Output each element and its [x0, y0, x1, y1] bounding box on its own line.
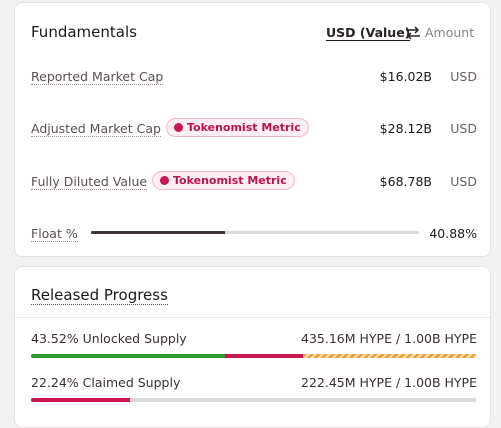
- card-title: Fundamentals: [31, 23, 137, 41]
- tokenomist-badge: Tokenomist Metric: [166, 118, 309, 137]
- toggle-inactive[interactable]: Amount: [425, 25, 475, 40]
- row-unit: USD: [450, 121, 477, 136]
- row-unit: USD: [450, 69, 477, 84]
- progress-label: 43.52% Unlocked Supply: [31, 331, 187, 346]
- divider: [15, 317, 490, 318]
- progress-segment: [224, 354, 303, 358]
- row-label: Reported Market Cap: [31, 69, 164, 85]
- row-unit: USD: [450, 174, 477, 189]
- row-value: $16.02B: [379, 69, 432, 84]
- float-track: [91, 231, 419, 234]
- progress-label: 22.24% Claimed Supply: [31, 375, 181, 390]
- fundamentals-card: Fundamentals USD (Value) Amount Reported…: [14, 2, 491, 257]
- row-value: $28.12B: [379, 121, 432, 136]
- released-progress-card: Released Progress 43.52% Unlocked Supply…: [14, 266, 491, 428]
- float-fill: [91, 231, 226, 234]
- swap-icon[interactable]: [405, 26, 421, 40]
- tokenomist-badge: Tokenomist Metric: [152, 171, 295, 190]
- row-label: Adjusted Market Cap: [31, 121, 161, 137]
- card-title: Released Progress: [31, 286, 168, 305]
- float-value: 40.88%: [429, 226, 477, 241]
- toggle-active[interactable]: USD (Value): [326, 25, 411, 41]
- progress-track: [31, 398, 476, 402]
- float-label: Float %: [31, 226, 78, 242]
- progress-amount: 435.16M HYPE / 1.00B HYPE: [301, 331, 477, 346]
- progress-segment: [31, 354, 225, 358]
- row-label: Fully Diluted Value: [31, 174, 148, 190]
- progress-segment: [31, 398, 130, 402]
- progress-track: [31, 354, 476, 358]
- row-value: $68.78B: [379, 174, 432, 189]
- progress-amount: 222.45M HYPE / 1.00B HYPE: [301, 375, 477, 390]
- locked-remainder: [302, 354, 476, 358]
